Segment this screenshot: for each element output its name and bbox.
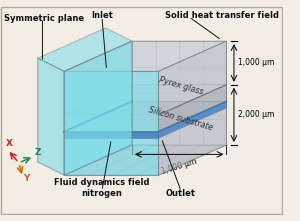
Polygon shape [158,85,226,131]
Text: Symmetric plane: Symmetric plane [4,14,84,23]
Text: Inlet: Inlet [91,11,113,20]
Text: Fluid dynamics field
nitrogen: Fluid dynamics field nitrogen [54,178,150,198]
Text: Solid heat transfer field: Solid heat transfer field [165,11,279,20]
Polygon shape [38,28,132,71]
Text: Outlet: Outlet [166,189,196,198]
Polygon shape [64,41,226,71]
Polygon shape [64,131,158,138]
Polygon shape [38,58,64,175]
Text: Z: Z [35,148,41,157]
Polygon shape [158,41,226,115]
Text: Y: Y [24,174,30,183]
Polygon shape [158,41,226,175]
Polygon shape [64,101,226,131]
Polygon shape [64,85,226,115]
Text: Silicon substrate: Silicon substrate [148,105,214,132]
Polygon shape [64,41,132,175]
Text: X: X [6,139,13,148]
Text: Pyrex glass: Pyrex glass [158,75,204,96]
Polygon shape [64,145,226,175]
Text: 1,000 μm: 1,000 μm [238,59,274,67]
Polygon shape [132,41,226,145]
Text: 2,000 μm: 2,000 μm [238,110,274,119]
Text: 1,000 μm: 1,000 μm [160,157,198,176]
Polygon shape [158,101,226,138]
Polygon shape [64,71,158,175]
